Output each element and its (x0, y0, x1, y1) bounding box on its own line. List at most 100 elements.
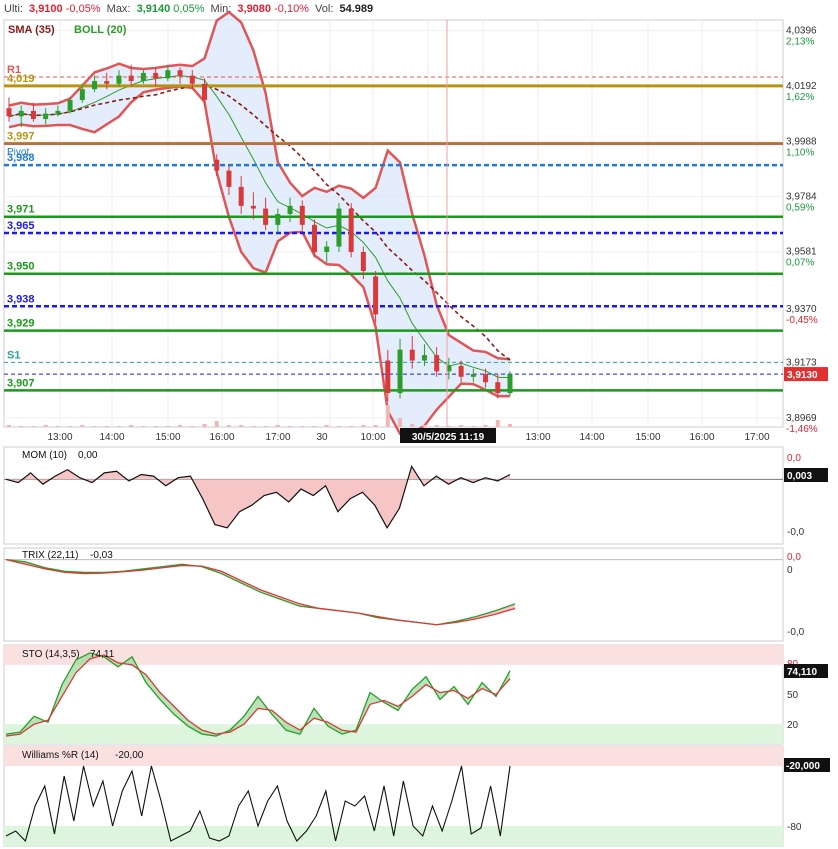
williams-value: -20,00 (115, 750, 144, 761)
level-label: 3,988 (7, 152, 35, 164)
price-tick-label: 4,0396 (786, 26, 817, 37)
candle-body (263, 208, 269, 225)
x-tick-label: 16:00 (689, 432, 714, 443)
volume-bar (483, 425, 488, 427)
indicator-panel (3, 547, 784, 642)
candle-body (348, 208, 354, 252)
volume-bar (398, 418, 403, 427)
price-tick-pct: 2,13% (786, 37, 814, 48)
level-label: 3,929 (7, 318, 35, 330)
candle-body (373, 276, 379, 315)
candle-body (311, 224, 317, 252)
candle-body (409, 349, 415, 361)
volume-bar (422, 425, 427, 427)
mom-value: 0,00 (78, 450, 98, 461)
volume-bar (80, 425, 85, 427)
volume-bar (178, 425, 183, 427)
candle-body (189, 75, 195, 84)
price-tick-pct: 0,59% (786, 203, 814, 214)
x-tick-label: 15:00 (635, 432, 660, 443)
volume-bar (336, 426, 341, 427)
sto-k-line (5, 652, 511, 737)
last-value: 3,9100 (29, 3, 63, 15)
sto-title: STO (14,3,5) (22, 649, 80, 660)
x-tick-label: 10:00 (360, 432, 385, 443)
candle-body (238, 186, 244, 206)
overbought-zone (4, 746, 783, 766)
min-change: -0,10% (274, 3, 309, 15)
price-tick-label: 3,9173 (786, 357, 817, 368)
williams-reading-box (784, 758, 830, 772)
trix-tick: 0,0 (787, 552, 801, 563)
volume-bar (349, 426, 354, 427)
x-tick-label: 17:00 (744, 432, 769, 443)
volume-bar (104, 426, 109, 427)
min-value: 3,9080 (237, 3, 272, 15)
candle-body (507, 374, 513, 394)
price-tick-label: 4,0192 (786, 81, 817, 92)
price-tick-pct: 1,10% (786, 147, 814, 158)
x-tick-label: 14:00 (99, 432, 124, 443)
candle-body (140, 72, 146, 82)
level-label: 3,997 (7, 130, 35, 142)
candle-body (458, 365, 464, 377)
candle-body (165, 70, 171, 79)
volume-bar (300, 426, 305, 427)
x-tick-label: 30 (316, 432, 328, 443)
trix-signal-line (5, 558, 516, 626)
vol-value: 54.989 (339, 3, 374, 15)
volume-bar (446, 426, 451, 427)
trix-tick: 0 (787, 565, 793, 576)
mom-reading-box (784, 468, 828, 482)
sto-tick: 50 (787, 690, 799, 701)
volume-bar (129, 425, 134, 427)
candle-body (116, 75, 122, 84)
volume-bar (385, 405, 390, 427)
quote-header: Ulti: 3,9100 -0,05% Max: 3,9140 0,05% Mi… (4, 3, 373, 15)
candle-body (299, 205, 305, 225)
x-tick-label: 17:00 (265, 432, 290, 443)
volume-bar (361, 425, 366, 427)
candle-body (287, 205, 293, 215)
level-label: S1 (7, 349, 20, 361)
mom-tick: -0,0 (787, 527, 805, 538)
candle-body (397, 349, 403, 394)
williams-title: Williams %R (14) (22, 750, 99, 761)
overbought-zone (4, 645, 783, 665)
volume-bar (471, 426, 476, 427)
sto-reading-box (784, 664, 828, 678)
max-change: 0,05% (173, 3, 205, 15)
vol-label: Vol: (315, 3, 334, 15)
level-label: R1 (7, 64, 21, 76)
volume-bar (92, 426, 97, 427)
candle-body (336, 208, 342, 247)
williams-tick: -80 (787, 822, 802, 833)
min-label: Min: (210, 3, 232, 15)
candle-body (104, 81, 110, 84)
volume-bar (495, 420, 500, 427)
volume-bar (141, 426, 146, 427)
volume-bar (214, 421, 219, 427)
williams-reading: -20,000 (786, 761, 820, 772)
volume-bar (459, 425, 464, 427)
price-tick-label: 3,9370 (786, 304, 817, 315)
price-tick-label: 3,8969 (786, 413, 817, 424)
candle-body (483, 374, 489, 383)
mom-title: MOM (10) (22, 450, 67, 461)
sto-d-line (5, 654, 511, 737)
level-label: 3,965 (7, 220, 35, 232)
trix-tick: -0,0 (787, 627, 805, 638)
mom-reading: 0,003 (787, 471, 812, 482)
candle-body (324, 246, 330, 252)
x-tick-label: 13:00 (47, 432, 72, 443)
volume-bar (263, 426, 268, 427)
volume-bar (116, 426, 121, 427)
volume-bar (68, 426, 73, 427)
bollinger-middle (8, 75, 511, 379)
last-label: Ulti: (4, 3, 23, 15)
williams-line (5, 765, 511, 843)
price-tick-pct: -0,45% (786, 315, 818, 326)
candle-body (385, 360, 391, 394)
candle-body (18, 110, 24, 117)
candle-body (446, 365, 452, 372)
